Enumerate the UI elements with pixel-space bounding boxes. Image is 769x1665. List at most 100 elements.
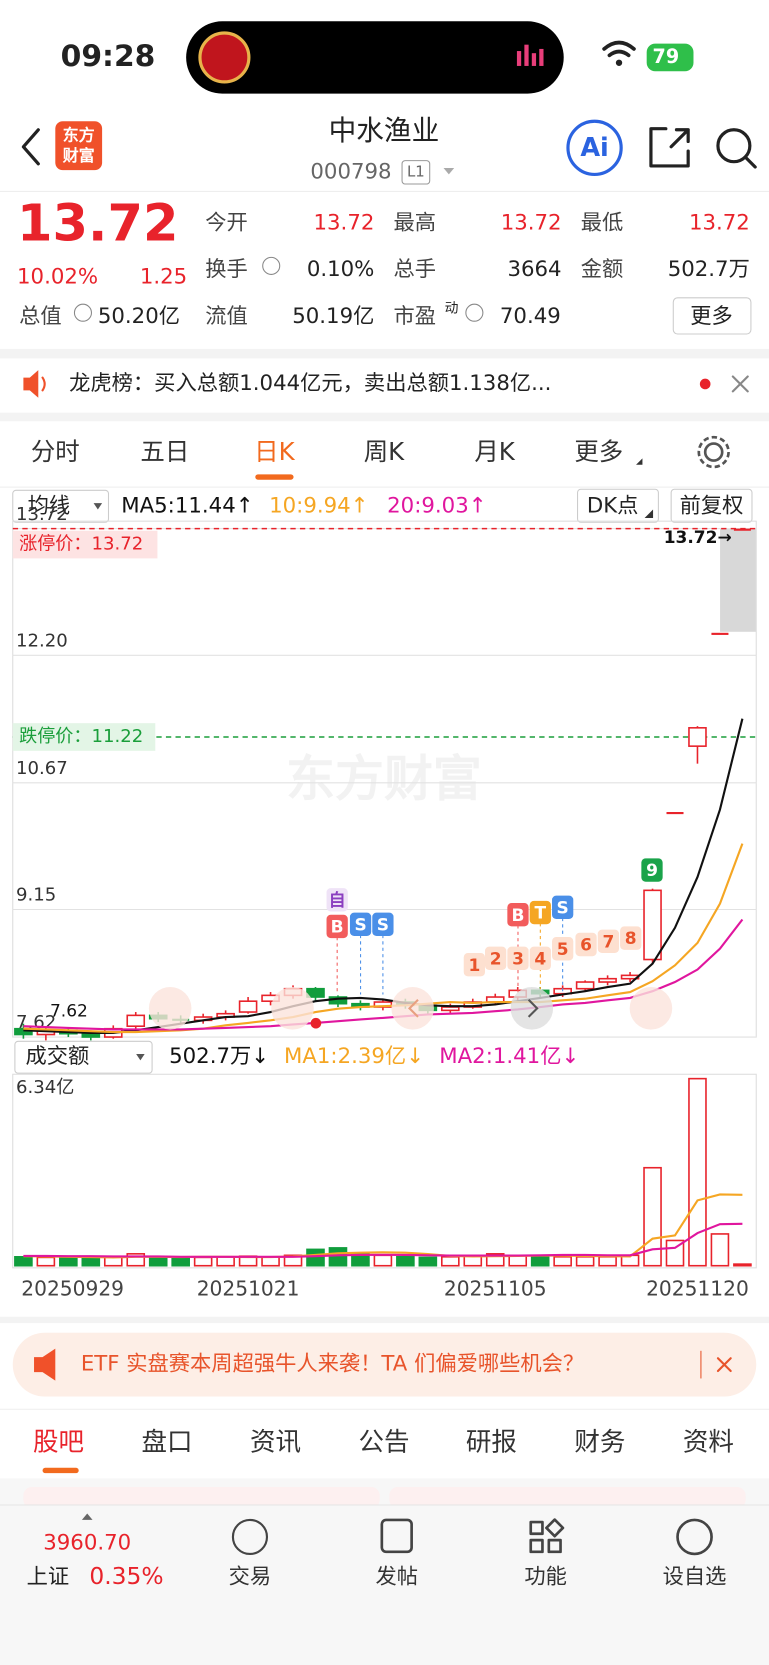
tab-underline	[255, 474, 294, 480]
nav-label[interactable]: 功能	[524, 1564, 567, 1589]
trade-icon[interactable]	[231, 1518, 269, 1556]
content-tab[interactable]: 公告	[358, 1427, 409, 1457]
x-tick-label: 20251021	[197, 1277, 300, 1301]
nav-control[interactable]	[148, 987, 192, 1030]
content-tab[interactable]: 资料	[683, 1427, 734, 1457]
period-tab[interactable]: 周K	[364, 437, 405, 466]
nav-label[interactable]: 交易	[229, 1564, 272, 1589]
more-label: 更多	[690, 304, 733, 329]
signal-badge	[326, 888, 348, 912]
volume-bar	[575, 1256, 595, 1267]
signal-badge	[326, 914, 348, 939]
adjust-button[interactable]	[670, 488, 753, 523]
content-tab[interactable]: 股吧	[33, 1427, 84, 1457]
period-tab[interactable]: 月K	[474, 437, 515, 466]
x-tick-label: 20251105	[444, 1277, 547, 1301]
candle-body	[81, 1032, 101, 1038]
content-tab[interactable]: 盘口	[141, 1427, 192, 1457]
period-tab[interactable]: 分时	[31, 437, 80, 466]
nav-control[interactable]	[629, 987, 673, 1030]
ma-selector-label: 均线	[28, 493, 71, 518]
index-value[interactable]: 3960.70	[43, 1530, 131, 1555]
close-banner[interactable]	[716, 1357, 732, 1373]
signal-label: 5	[557, 940, 569, 960]
candle-body	[598, 977, 617, 983]
content-tab[interactable]: 资讯	[250, 1427, 301, 1457]
signal-label: T	[535, 904, 547, 924]
volume-ma-line	[23, 1193, 743, 1259]
limit-down-label: 跌停价：11.22	[19, 726, 143, 747]
candle-body	[688, 727, 707, 747]
field-label: 金额	[581, 257, 624, 282]
candle-body	[666, 811, 684, 815]
content-tab[interactable]: 研报	[466, 1427, 517, 1457]
banner[interactable]	[12, 1332, 757, 1397]
stock-code: 000798	[310, 159, 391, 184]
share-button[interactable]	[649, 127, 690, 168]
signal-badge	[529, 900, 551, 925]
nav-control[interactable]	[510, 987, 554, 1030]
level-box	[401, 160, 431, 185]
more-button[interactable]	[672, 297, 752, 335]
signal-label: 1	[468, 956, 480, 976]
function-icon[interactable]	[529, 1518, 565, 1554]
close-notice[interactable]	[731, 375, 749, 393]
period-tab[interactable]: 日K	[254, 437, 295, 466]
info-icon[interactable]	[262, 256, 281, 275]
ai-button[interactable]	[566, 119, 623, 177]
separator	[0, 412, 769, 422]
y-tick-label: 9.15	[16, 885, 56, 906]
expand-arrow[interactable]	[81, 1513, 93, 1520]
more-arrow	[636, 458, 643, 465]
ma-legend: 10:9.94↑	[269, 493, 368, 518]
volume-chart: 6.34亿	[12, 1073, 757, 1269]
dropdown[interactable]	[443, 168, 455, 175]
signal-badge	[507, 903, 529, 927]
field-label: 总手	[394, 257, 437, 282]
search-button[interactable]	[716, 128, 752, 164]
field-label: 总值	[19, 304, 62, 329]
content-tab[interactable]: 财务	[574, 1427, 625, 1457]
field-label: 今开	[205, 210, 248, 235]
nav-control[interactable]	[391, 987, 434, 1030]
signal-badge	[529, 946, 551, 971]
volume-bar	[59, 1256, 78, 1267]
info-icon[interactable]	[465, 303, 484, 322]
settings-gear	[697, 435, 730, 469]
price: 13.72	[17, 195, 178, 254]
nav-control[interactable]	[271, 987, 314, 1030]
back-button[interactable]	[21, 128, 40, 166]
dk-button[interactable]	[577, 488, 659, 523]
field-value: 13.72	[689, 210, 750, 235]
signal-label: B	[512, 906, 525, 926]
signal-badge	[463, 953, 486, 977]
settings-button[interactable]	[703, 442, 724, 462]
nav-label[interactable]: 发帖	[375, 1564, 418, 1589]
field-value: 502.7万	[668, 257, 750, 282]
period-tab[interactable]: 五日	[140, 437, 189, 466]
field-label: 市盈	[394, 304, 437, 329]
post-icon[interactable]	[380, 1518, 413, 1554]
volume-bar	[598, 1256, 617, 1267]
nav-label[interactable]: 设自选	[663, 1564, 727, 1589]
info-icon[interactable]	[73, 303, 93, 322]
separator	[0, 1316, 769, 1324]
battery	[646, 43, 694, 72]
volume-bar	[351, 1253, 370, 1267]
limit-down-box	[12, 723, 156, 751]
period-tab[interactable]: 更多	[574, 437, 623, 466]
volume-bar	[733, 1263, 752, 1267]
ai-label: Ai	[580, 133, 608, 163]
content-tabs: 股吧 盘口 资讯 公告 研报 财务 资料	[33, 1427, 734, 1474]
field-value: 50.19亿	[292, 304, 374, 329]
candle-body	[238, 1000, 258, 1013]
stock-name: 中水渔业	[329, 114, 440, 147]
notice[interactable]: 龙虎榜：买入总额1.044亿元，卖出总额1.138亿...	[69, 371, 551, 396]
field-label: 最高	[394, 210, 437, 235]
period-tabs: 分时 五日 日K 周K 月K 更多	[31, 437, 643, 480]
card-edge	[23, 1486, 380, 1509]
ma-selector[interactable]	[12, 489, 110, 523]
watchlist-icon[interactable]	[676, 1518, 713, 1556]
signal-badge	[597, 929, 620, 954]
volume-selector[interactable]	[14, 1040, 153, 1074]
